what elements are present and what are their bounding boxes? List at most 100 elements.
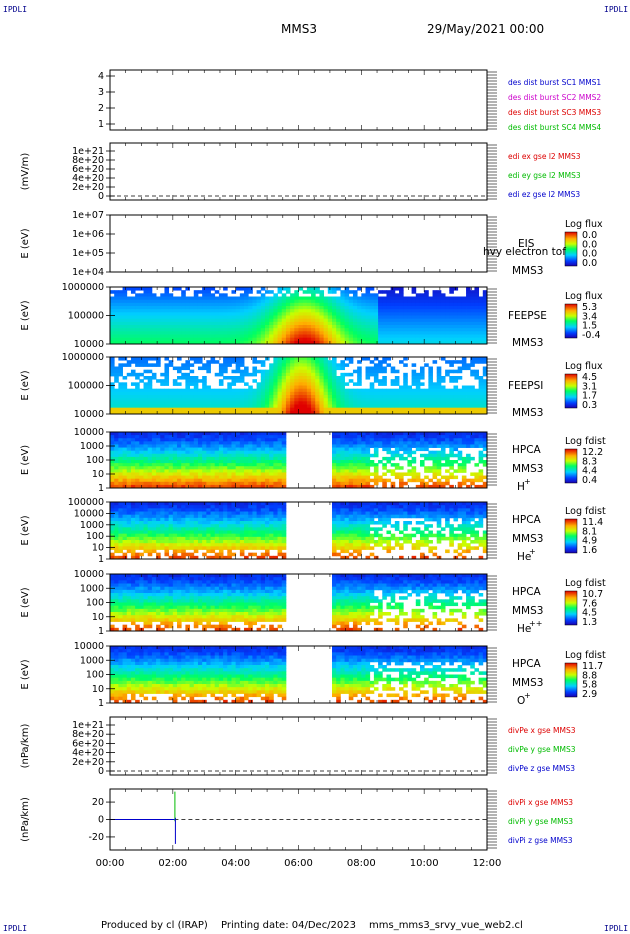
heatmap-cell: [378, 296, 383, 301]
heatmap-cell: [177, 337, 182, 342]
heatmap-cell: [394, 450, 400, 455]
heatmap-cell: [181, 435, 186, 439]
heatmap-cell: [244, 382, 249, 386]
heatmap-cell: [386, 441, 392, 445]
heatmap-cell: [114, 388, 119, 393]
heatmap-cell: [122, 388, 128, 393]
heatmap-cell: [177, 340, 182, 345]
heatmap-cell: [327, 404, 333, 409]
heatmap-cell: [311, 388, 316, 393]
heatmap-cell: [139, 321, 144, 326]
heatmap-cell: [348, 331, 354, 335]
heatmap-cell: [147, 466, 153, 470]
heatmap-cell: [365, 318, 371, 323]
heatmap-cell: [432, 315, 438, 320]
heatmap-cell: [470, 404, 475, 409]
heatmap-cell: [470, 325, 475, 329]
heatmap-cell: [202, 376, 207, 380]
heatmap-cell: [457, 360, 463, 364]
heatmap-cell: [118, 290, 123, 294]
heatmap-cell: [344, 481, 350, 486]
heatmap-cell: [457, 410, 463, 415]
heatmap-cell: [352, 290, 358, 294]
heatmap-cell: [206, 478, 211, 483]
heatmap-cell: [365, 315, 371, 320]
heatmap-cell: [390, 325, 396, 329]
heatmap-cell: [252, 372, 258, 377]
heatmap-cell: [336, 410, 341, 415]
heatmap-cell: [248, 287, 253, 291]
heatmap-cell: [482, 315, 488, 320]
heatmap-cell: [453, 401, 459, 405]
heatmap-cell: [147, 521, 153, 525]
heatmap-cell: [164, 391, 170, 396]
heatmap-cell: [461, 366, 467, 371]
heatmap-cell: [419, 306, 425, 310]
heatmap-cell: [110, 357, 115, 361]
heatmap-cell: [248, 318, 253, 323]
y-tick-label: 1e+06: [72, 229, 104, 240]
heatmap-cell: [474, 395, 480, 399]
heatmap-cell: [193, 444, 199, 448]
heatmap-cell: [336, 466, 341, 470]
heatmap-cell: [239, 296, 245, 301]
heatmap-cell: [231, 466, 237, 470]
heatmap-cell: [151, 475, 157, 480]
heatmap-cell: [394, 438, 400, 442]
heatmap-cell: [210, 438, 216, 442]
heatmap-cell: [114, 508, 119, 512]
heatmap-cell: [474, 404, 480, 409]
heatmap-cell: [306, 401, 312, 405]
heatmap-cell: [466, 287, 471, 291]
heatmap-cell: [449, 379, 454, 383]
heatmap-cell: [445, 331, 450, 335]
heatmap-cell: [352, 328, 358, 332]
heatmap-cell: [453, 331, 459, 335]
heatmap-cell: [260, 376, 266, 380]
heatmap-cell: [147, 450, 153, 455]
heatmap-cell: [197, 441, 203, 445]
heatmap-cell: [156, 508, 161, 512]
heatmap-cell: [114, 447, 119, 452]
heatmap-cell: [449, 331, 454, 335]
heatmap-cell: [352, 469, 358, 473]
heatmap-cell: [151, 407, 157, 412]
heatmap-cell: [223, 444, 228, 448]
heatmap-cell: [122, 357, 128, 361]
heatmap-cell: [218, 505, 224, 509]
heatmap-cell: [239, 469, 245, 473]
heatmap-cell: [114, 450, 119, 455]
colorbar-tick-label: 4.5: [582, 372, 597, 383]
heatmap-cell: [227, 315, 232, 320]
heatmap-cell: [260, 404, 266, 409]
heatmap-cell: [294, 290, 299, 294]
heatmap-cell: [415, 337, 421, 342]
heatmap-cell: [214, 328, 220, 332]
heatmap-cell: [189, 453, 195, 458]
heatmap-cell: [181, 337, 186, 342]
heatmap-cell: [432, 401, 438, 405]
heatmap-cell: [151, 296, 157, 301]
heatmap-cell: [264, 382, 270, 386]
heatmap-cell: [478, 432, 484, 436]
heatmap-cell: [327, 337, 333, 342]
heatmap-cell: [160, 306, 165, 310]
heatmap-cell: [135, 441, 140, 445]
heatmap-cell: [357, 321, 362, 326]
heatmap-cell: [126, 466, 132, 470]
heatmap-cell: [172, 438, 178, 442]
heatmap-cell: [218, 293, 224, 297]
heatmap-cell: [445, 388, 450, 393]
heatmap-cell: [386, 357, 392, 361]
heatmap-cell: [407, 315, 412, 320]
heatmap-cell: [285, 379, 291, 383]
heatmap-cell: [160, 318, 165, 323]
heatmap-cell: [168, 435, 174, 439]
heatmap-cell: [156, 540, 161, 544]
heatmap-cell: [122, 478, 128, 483]
heatmap-cell: [156, 517, 161, 522]
heatmap-cell: [474, 357, 480, 361]
heatmap-cell: [114, 315, 119, 320]
heatmap-cell: [235, 444, 241, 448]
heatmap-cell: [319, 388, 325, 393]
